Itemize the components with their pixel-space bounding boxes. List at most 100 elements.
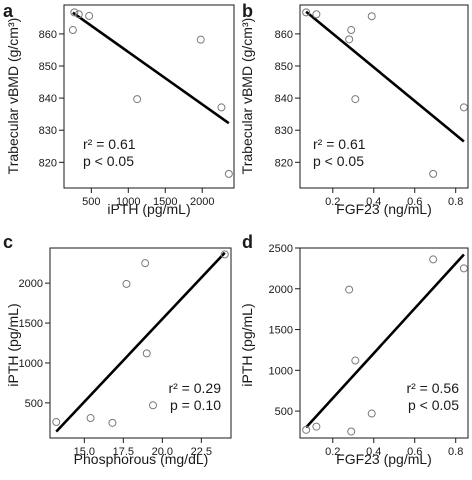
panel-letter: d <box>242 232 253 252</box>
y-axis-label: Trabecular vBMD (g/cm³) <box>5 18 21 175</box>
x-tick-label: 0.4 <box>366 446 381 458</box>
plot-frame <box>299 247 469 439</box>
y-axis-label: iPTH (pg/mL) <box>239 303 255 386</box>
panel-letter: a <box>3 1 14 21</box>
y-tick-label: 2000 <box>19 278 43 290</box>
data-point <box>108 418 117 427</box>
x-tick-label: 20.0 <box>152 446 173 458</box>
y-tick-label: 850 <box>39 61 57 73</box>
plot-frame <box>299 4 469 189</box>
y-tick-label: 840 <box>275 93 293 105</box>
y-tick-label: 860 <box>39 29 57 41</box>
data-point <box>86 414 95 423</box>
data-point <box>312 10 321 19</box>
data-point <box>345 35 354 44</box>
x-axis-label: Phosphorous (mg/dL) <box>74 451 209 467</box>
y-tick-label: 830 <box>275 125 293 137</box>
regression-line <box>305 253 465 429</box>
data-point <box>142 349 151 358</box>
x-tick-label: 1500 <box>153 196 177 208</box>
x-tick-label: 0.2 <box>325 196 340 208</box>
regression-line <box>305 10 465 143</box>
data-point <box>459 103 468 112</box>
x-tick-label: 500 <box>82 196 100 208</box>
x-tick-label: 2000 <box>190 196 214 208</box>
p-value-text: p < 0.05 <box>313 153 364 169</box>
r-squared-text: r² = 0.61 <box>313 136 366 152</box>
data-point <box>302 425 311 434</box>
p-value-text: p = 0.10 <box>170 397 221 413</box>
data-point <box>347 26 356 35</box>
y-tick-label: 820 <box>39 157 57 169</box>
chart-panel-d: 0.2 0.4 0.6 0.8 500 1000 1500 2000 2500 d FGF23 (p… <box>239 232 469 467</box>
chart-panel-a: 500 1000 1500 2000 820 830 840 850 860 a iPTH (pg/… <box>3 1 235 217</box>
x-tick-label: 22.5 <box>191 446 212 458</box>
regression-line <box>72 11 230 125</box>
data-point <box>312 422 321 431</box>
plot-frame <box>63 4 235 189</box>
data-point <box>70 8 79 17</box>
p-value-text: p < 0.05 <box>408 397 459 413</box>
plot-frame <box>49 247 232 439</box>
x-tick-label: 0.2 <box>325 446 340 458</box>
p-value-text: p < 0.05 <box>83 153 134 169</box>
x-axis-label: FGF23 (ng/mL) <box>336 201 432 217</box>
data-point <box>224 169 233 178</box>
data-point <box>122 279 131 288</box>
r-squared-text: r² = 0.61 <box>83 136 136 152</box>
data-point <box>347 427 356 436</box>
panel-letter: c <box>3 232 13 252</box>
x-tick-label: 17.5 <box>113 446 134 458</box>
data-point <box>74 10 83 19</box>
y-tick-label: 1000 <box>19 358 43 370</box>
x-tick-label: 15.0 <box>74 446 95 458</box>
y-tick-label: 860 <box>275 29 293 41</box>
x-axis-label: iPTH (pg/mL) <box>107 201 190 217</box>
chart-panel-c: 15.0 17.5 20.0 22.5 500 1000 1500 2000 c Phosphor… <box>3 232 232 467</box>
data-point <box>148 401 157 410</box>
data-point <box>429 169 438 178</box>
data-point <box>351 356 360 365</box>
data-point <box>351 95 360 104</box>
data-point <box>367 12 376 21</box>
x-axis-label: FGF23 (pg/mL) <box>336 451 432 467</box>
x-tick-label: 0.4 <box>366 196 381 208</box>
r-squared-text: r² = 0.56 <box>406 380 459 396</box>
y-tick-label: 500 <box>25 398 43 410</box>
y-tick-label: 1000 <box>269 365 293 377</box>
x-tick-label: 0.6 <box>407 446 422 458</box>
y-tick-label: 1500 <box>269 325 293 337</box>
x-tick-label: 0.6 <box>407 196 422 208</box>
data-point <box>141 259 150 268</box>
y-tick-label: 1500 <box>19 318 43 330</box>
x-tick-label: 1000 <box>116 196 140 208</box>
panel-letter: b <box>242 1 253 21</box>
data-point <box>345 285 354 294</box>
y-tick-label: 500 <box>275 406 293 418</box>
x-tick-label: 0.8 <box>448 196 463 208</box>
data-point <box>85 11 94 20</box>
y-tick-label: 2000 <box>269 284 293 296</box>
data-point <box>196 35 205 44</box>
regression-line <box>55 251 226 433</box>
data-point <box>133 95 142 104</box>
y-axis-label: Trabecular vBMD (g/cm³) <box>239 18 255 175</box>
data-point <box>302 8 311 17</box>
panels-group: 500 1000 1500 2000 820 830 840 850 860 a iPTH (pg/… <box>3 1 469 467</box>
y-axis-label: iPTH (pg/mL) <box>5 303 21 386</box>
data-point <box>217 103 226 112</box>
data-point <box>52 418 61 427</box>
x-tick-label: 0.8 <box>448 446 463 458</box>
y-tick-label: 2500 <box>269 243 293 255</box>
y-tick-label: 830 <box>39 125 57 137</box>
y-tick-label: 840 <box>39 93 57 105</box>
data-point <box>429 255 438 264</box>
data-point <box>459 264 468 273</box>
y-tick-label: 850 <box>275 61 293 73</box>
r-squared-text: r² = 0.29 <box>168 380 221 396</box>
data-point <box>220 250 229 259</box>
data-point <box>68 26 77 35</box>
y-tick-label: 820 <box>275 157 293 169</box>
chart-panel-b: 0.2 0.4 0.6 0.8 820 830 840 850 860 b FGF23 (ng/mL… <box>239 1 469 217</box>
